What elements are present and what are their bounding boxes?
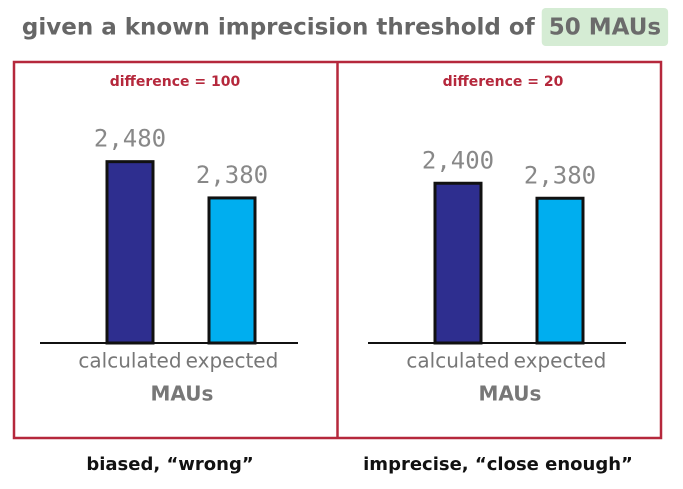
bar (433, 181, 483, 345)
caption: imprecise, “close enough” (363, 454, 633, 475)
bar (535, 196, 585, 345)
title-highlight: 50 MAUs (549, 15, 661, 41)
value-label: 2,380 (524, 161, 596, 189)
caption: biased, “wrong” (86, 454, 253, 475)
highlight-box (541, 8, 669, 46)
value-label: 2,400 (422, 146, 494, 174)
subtitle: difference = 20 (443, 74, 564, 90)
category-label: calculated (406, 349, 509, 373)
title: given a known imprecision threshold of (22, 15, 536, 41)
category-label: expected (514, 349, 607, 373)
bar (105, 160, 155, 345)
category-label: expected (186, 349, 279, 373)
category-label: calculated (78, 349, 181, 373)
x-axis-label: MAUs (151, 382, 214, 406)
x-axis-label: MAUs (479, 382, 542, 406)
value-label: 2,380 (196, 161, 268, 189)
value-label: 2,480 (94, 125, 166, 153)
bar (207, 196, 257, 345)
subtitle: difference = 100 (110, 74, 241, 90)
